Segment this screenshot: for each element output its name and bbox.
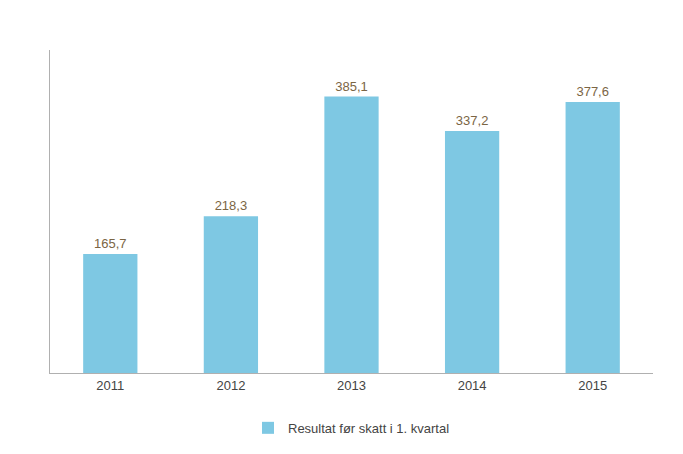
svg-text:2013: 2013 [337,378,366,393]
svg-text:337,2: 337,2 [456,113,489,128]
svg-text:2014: 2014 [458,378,487,393]
svg-text:218,3: 218,3 [215,198,248,213]
svg-text:165,7: 165,7 [94,236,127,251]
svg-text:2012: 2012 [216,378,245,393]
svg-text:2015: 2015 [578,378,607,393]
svg-text:Resultat før skatt i 1. kvarta: Resultat før skatt i 1. kvartal [288,421,449,436]
svg-text:385,1: 385,1 [335,79,368,94]
svg-text:377,6: 377,6 [576,84,609,99]
svg-text:2011: 2011 [96,378,124,393]
